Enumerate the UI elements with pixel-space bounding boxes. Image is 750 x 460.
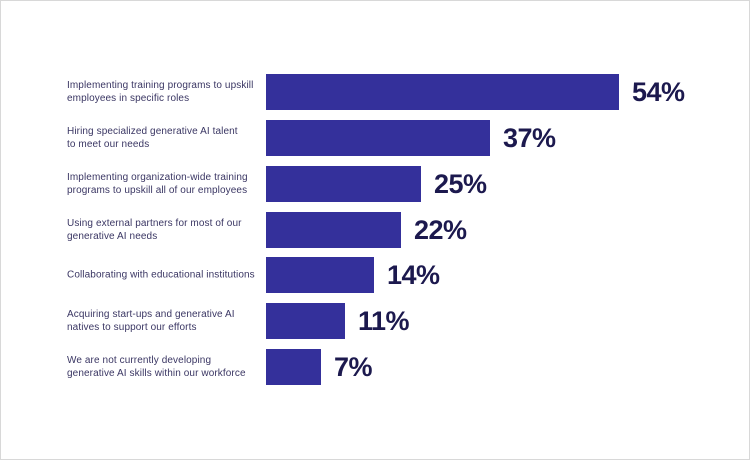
category-label-line: natives to support our efforts [67,322,197,333]
category-label-line: employees in specific roles [67,93,190,104]
chart-row: Implementing organization-wide training p… [1,166,749,202]
category-label-line: We are not currently developing [67,355,212,366]
category-label-line: generative AI skills within our workforc… [67,368,246,379]
category-label-line: Hiring specialized generative AI talent [67,126,238,137]
category-label: Hiring specialized generative AI talent t… [67,125,267,151]
value-label: 37% [503,123,556,153]
category-label: Implementing organization-wide training p… [67,171,267,197]
category-label-line: Collaborating with educational instituti… [67,269,255,281]
bar [266,74,619,110]
category-label: We are not currently developing generativ… [67,354,267,380]
value-label: 25% [434,169,487,199]
chart-row: Implementing training programs to upskil… [1,74,749,110]
category-label-line: programs to upskill all of our employees [67,185,248,196]
value-label: 14% [387,260,440,290]
bar [266,212,401,248]
bar [266,120,490,156]
bar [266,349,321,385]
category-label-line: Implementing organization-wide training [67,172,248,183]
chart-row: Collaborating with educational instituti… [1,257,749,293]
category-label-line: Acquiring start-ups and generative AI [67,309,235,320]
category-label: Acquiring start-ups and generative AI nat… [67,308,267,334]
bar [266,257,374,293]
value-label: 22% [414,215,467,245]
category-label-line: to meet our needs [67,139,150,150]
category-label: Using external partners for most of our g… [67,217,267,243]
category-label: Implementing training programs to upskil… [67,79,267,105]
chart-row: We are not currently developing generativ… [1,349,749,385]
value-label: 11% [358,306,410,336]
category-label-line: Implementing training programs to upskil… [67,80,254,91]
value-label: 54% [632,77,685,107]
chart-row: Using external partners for most of our g… [1,212,749,248]
value-label: 7% [334,352,373,382]
category-label: Collaborating with educational instituti… [67,269,267,282]
bar [266,303,345,339]
bar [266,166,421,202]
chart-row: Acquiring start-ups and generative AI nat… [1,303,749,339]
chart-row: Hiring specialized generative AI talent t… [1,120,749,156]
category-label-line: generative AI needs [67,231,158,242]
category-label-line: Using external partners for most of our [67,218,242,229]
